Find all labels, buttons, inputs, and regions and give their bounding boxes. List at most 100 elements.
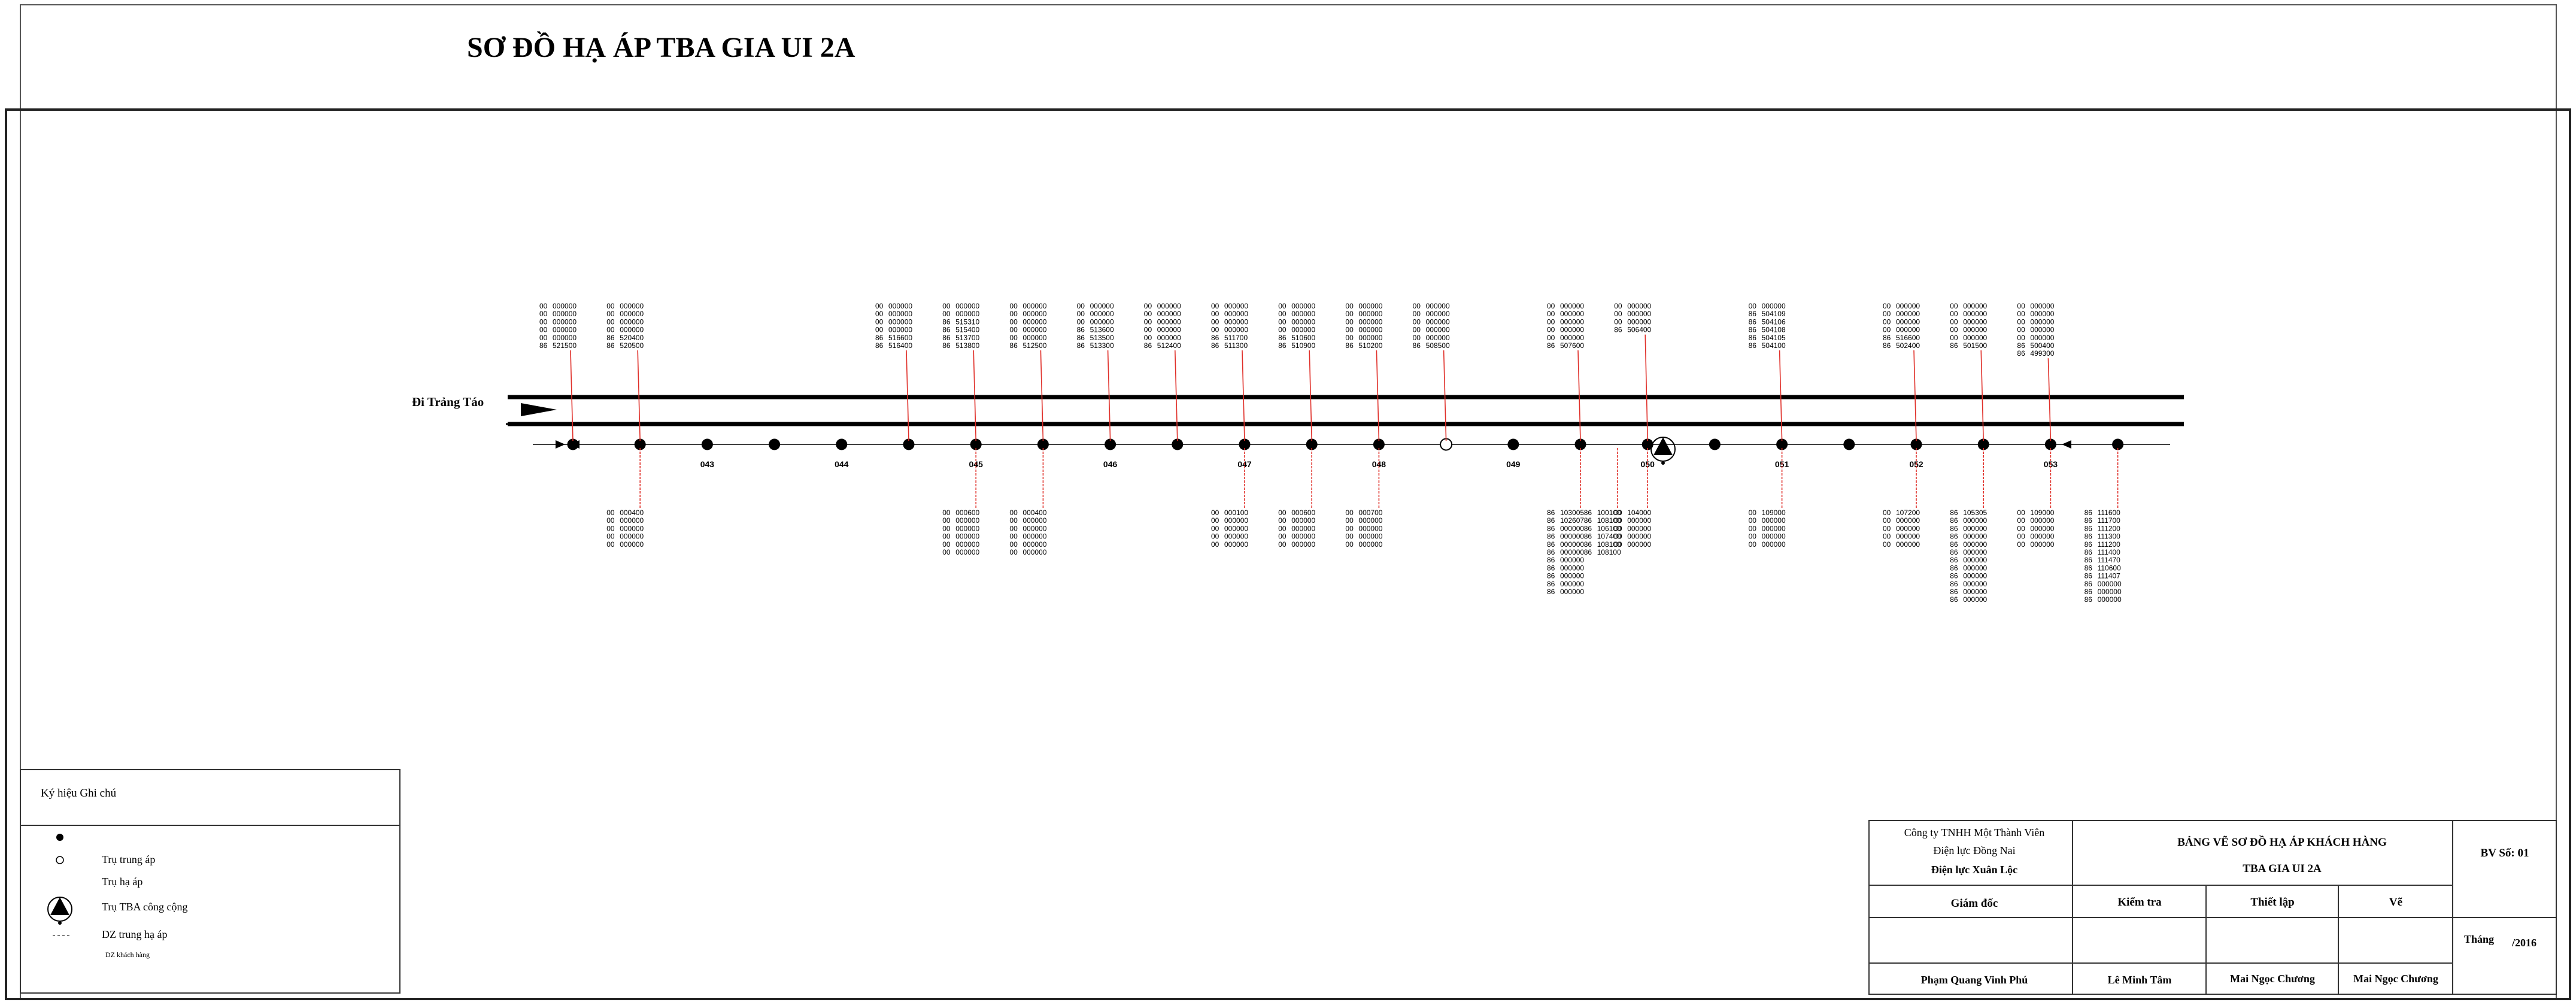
meter-code: 000000	[1963, 540, 1987, 549]
meter-prefix: 86	[2017, 341, 2025, 350]
meter-code: 000400	[620, 508, 644, 517]
meter-code: 000000	[553, 334, 577, 342]
meter-prefix: 86	[1547, 572, 1555, 580]
meter-prefix: 86	[942, 334, 951, 342]
meter-code: 000000	[620, 317, 644, 326]
meter-code: 105305	[1963, 508, 1987, 517]
meter-code: 000000	[1224, 524, 1248, 532]
meter-prefix: 00	[1278, 326, 1287, 334]
meter-code: 108100	[1597, 516, 1621, 525]
meter-prefix: 00	[606, 524, 615, 532]
meter-code: 111200	[2098, 540, 2121, 549]
meter-code: 106100	[1597, 524, 1621, 532]
meter-prefix: 00	[2017, 317, 2025, 326]
meter-prefix: 00	[606, 540, 615, 549]
meter-prefix: 00	[1278, 524, 1287, 532]
meter-prefix: 86	[1278, 341, 1287, 350]
meter-code: 000000	[1224, 317, 1248, 326]
meter-prefix: 00	[1077, 302, 1085, 310]
meter-code: 000000	[1963, 532, 1987, 541]
meter-code: 000000	[1224, 540, 1248, 549]
meter-code: 516400	[888, 341, 912, 350]
service-drop-line	[2047, 358, 2052, 441]
meter-prefix: 86	[1547, 508, 1555, 517]
meter-prefix: 86	[1144, 341, 1152, 350]
meter-code: 000000	[1896, 310, 1920, 318]
meter-prefix: 00	[1144, 334, 1152, 342]
meter-code: 000000	[1762, 524, 1786, 532]
meter-code: 000000	[1426, 326, 1450, 334]
meter-code: 000000	[1963, 595, 1987, 604]
meter-code: 000000	[1963, 317, 1987, 326]
meter-code: 000000	[1896, 524, 1920, 532]
meter-prefix: 00	[606, 310, 615, 318]
meter-prefix: 86	[1211, 341, 1219, 350]
meter-code: 100100	[1597, 508, 1621, 517]
meter-prefix: 86	[1749, 341, 1757, 350]
meter-prefix: 00	[1883, 532, 1891, 541]
pole-low-voltage	[1843, 438, 1855, 450]
transformer-triangle-icon	[47, 897, 72, 925]
pole-low-voltage	[1574, 438, 1586, 450]
line-end-right-icon	[2062, 440, 2071, 449]
meter-code: 108100	[1597, 540, 1621, 549]
meter-code: 000000	[955, 302, 979, 310]
meter-prefix: 00	[1144, 310, 1152, 318]
service-drop-line	[1040, 350, 1044, 441]
meter-prefix: 00	[942, 532, 951, 541]
meter-code: 000000	[1291, 516, 1315, 525]
meter-prefix: 00	[1009, 310, 1018, 318]
meter-prefix: 00	[1278, 540, 1287, 549]
meter-code: 000100	[1224, 508, 1248, 517]
meter-code: 513800	[955, 341, 979, 350]
meter-code: 000600	[1291, 508, 1315, 517]
company-line-2: Điện lực Đồng Nai	[1933, 844, 2015, 856]
meter-prefix: 00	[942, 310, 951, 318]
meter-prefix: 00	[942, 548, 951, 556]
drawing-title-2: TBA GIA UI 2A	[2243, 862, 2322, 875]
pole-label: 044	[835, 459, 849, 469]
meter-code: 000000	[1224, 516, 1248, 525]
meter-prefix: 86	[1950, 548, 1958, 556]
meter-prefix: 86	[2085, 540, 2093, 549]
meter-code: 502400	[1896, 341, 1920, 350]
meter-prefix: 86	[1584, 516, 1592, 525]
meter-code: 000000	[1963, 572, 1987, 580]
meter-code: 108100	[1597, 548, 1621, 556]
meter-prefix: 86	[2017, 349, 2025, 358]
meter-code: 000000	[888, 317, 912, 326]
meter-prefix: 86	[1009, 341, 1018, 350]
meter-code: 000000	[620, 532, 644, 541]
meter-code: 507600	[1560, 341, 1584, 350]
meter-prefix: 00	[1144, 326, 1152, 334]
meter-code: 000000	[1022, 334, 1046, 342]
meter-prefix: 00	[1278, 516, 1287, 525]
meter-prefix: 00	[1009, 540, 1018, 549]
meter-code: 000000	[1426, 317, 1450, 326]
meter-code: 000000	[1627, 524, 1651, 532]
meter-prefix: 00	[1883, 317, 1891, 326]
meter-code: 000000	[1157, 310, 1181, 318]
meter-prefix: 86	[1950, 341, 1958, 350]
meter-code: 521500	[553, 341, 577, 350]
pole-low-voltage	[2044, 438, 2056, 450]
meter-prefix: 00	[2017, 524, 2025, 532]
meter-prefix: 00	[942, 516, 951, 525]
meter-code: 513600	[1090, 326, 1114, 334]
meter-code: 000000	[2030, 540, 2054, 549]
meter-code: 501500	[1963, 341, 1987, 350]
name-director: Phạm Quang Vinh Phú	[1921, 974, 2028, 986]
service-drop-line	[1443, 350, 1447, 441]
meter-code: 110600	[2098, 564, 2121, 572]
meter-prefix: 00	[1278, 532, 1287, 541]
meter-prefix: 00	[1749, 508, 1757, 517]
meter-prefix: 00	[1547, 302, 1555, 310]
meter-prefix: 86	[1950, 516, 1958, 525]
open-circle-icon	[56, 856, 64, 864]
meter-prefix: 00	[875, 310, 884, 318]
meter-code: 000000	[1963, 588, 1987, 596]
meter-prefix: 86	[1749, 326, 1757, 334]
meter-prefix: 00	[1345, 532, 1354, 541]
meter-code: 512500	[1022, 341, 1046, 350]
meter-code: 103005	[1560, 508, 1584, 517]
